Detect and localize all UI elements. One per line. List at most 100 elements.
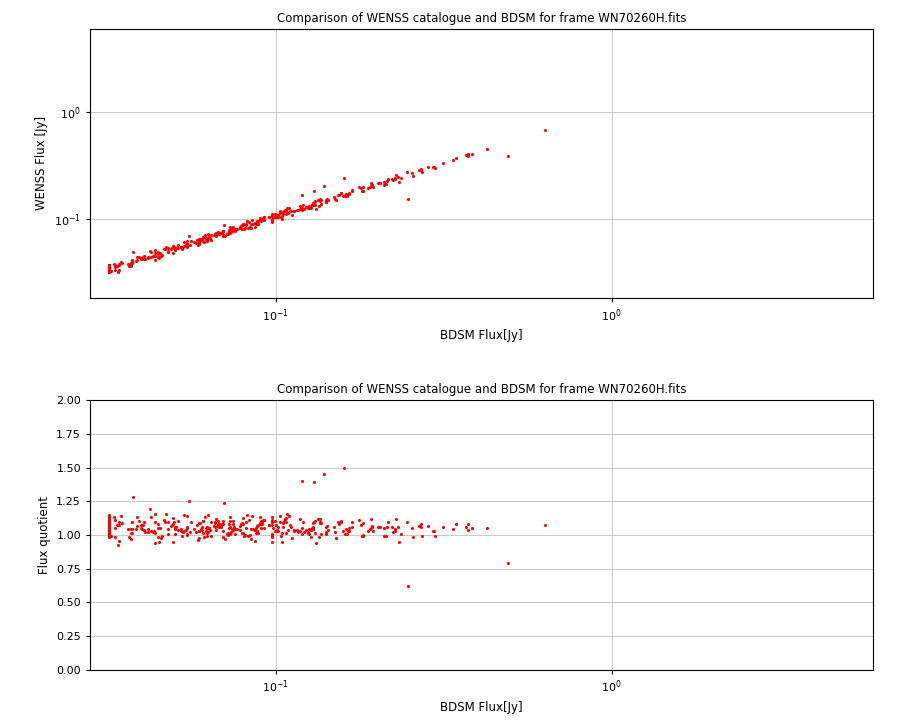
Point xyxy=(243,529,257,541)
Point xyxy=(180,241,194,253)
Point xyxy=(189,237,203,248)
Point xyxy=(227,521,241,533)
Point xyxy=(233,524,248,536)
Point xyxy=(158,516,173,528)
Point xyxy=(255,213,269,225)
Point xyxy=(271,525,285,536)
Point xyxy=(129,523,143,534)
Point xyxy=(195,524,210,536)
Point xyxy=(265,516,279,528)
Point xyxy=(201,526,215,537)
Point xyxy=(328,526,342,538)
Point xyxy=(180,528,194,539)
Point xyxy=(265,531,279,542)
Point xyxy=(265,217,279,228)
Point xyxy=(103,524,117,536)
Point xyxy=(208,518,222,529)
Point xyxy=(255,516,269,528)
Point xyxy=(427,526,441,537)
Point xyxy=(103,510,117,522)
Point xyxy=(103,263,117,274)
Point xyxy=(319,194,333,206)
Point xyxy=(235,513,249,524)
Point xyxy=(305,199,320,211)
Point xyxy=(165,519,179,531)
Point xyxy=(137,253,151,264)
Point xyxy=(376,176,391,188)
Point xyxy=(157,514,171,526)
Point xyxy=(211,228,225,240)
Point xyxy=(122,260,136,271)
Point xyxy=(125,527,140,539)
Point xyxy=(139,526,153,538)
Title: Comparison of WENSS catalogue and BDSM for frame WN70260H.fits: Comparison of WENSS catalogue and BDSM f… xyxy=(277,384,686,397)
Point xyxy=(249,526,264,537)
Point xyxy=(209,227,223,238)
Point xyxy=(279,205,293,217)
Point xyxy=(106,511,121,523)
Point xyxy=(103,515,117,526)
Point xyxy=(363,523,377,535)
Point xyxy=(196,235,211,246)
Point xyxy=(246,218,260,230)
Point xyxy=(332,518,347,530)
Point xyxy=(113,256,128,267)
Point xyxy=(151,531,166,543)
Point xyxy=(257,212,272,223)
Point xyxy=(253,518,267,530)
Point xyxy=(103,265,117,276)
Point xyxy=(301,202,315,213)
Point xyxy=(144,511,158,523)
Point xyxy=(279,527,293,539)
Point xyxy=(265,211,279,222)
Point xyxy=(103,513,117,524)
Point xyxy=(292,204,307,215)
Point xyxy=(215,518,230,529)
Point xyxy=(125,523,140,535)
Point xyxy=(200,234,214,246)
Point xyxy=(135,523,149,535)
Point xyxy=(235,218,249,230)
Point xyxy=(228,225,242,237)
Point xyxy=(103,263,117,274)
Point xyxy=(122,531,136,543)
Point xyxy=(103,265,117,276)
Point xyxy=(307,185,321,197)
Point xyxy=(194,235,208,246)
Point xyxy=(103,263,117,274)
Point xyxy=(265,536,279,548)
Point xyxy=(307,516,321,528)
Point xyxy=(274,531,288,542)
Point xyxy=(311,194,326,206)
Point xyxy=(294,528,309,540)
Point xyxy=(174,241,188,253)
Point xyxy=(317,180,331,192)
Point xyxy=(239,218,254,230)
Point xyxy=(194,523,208,534)
Point xyxy=(193,233,207,245)
Point xyxy=(341,525,356,536)
Point xyxy=(400,193,415,204)
Point xyxy=(216,225,230,236)
Point xyxy=(103,527,117,539)
Point xyxy=(277,516,292,527)
Point xyxy=(176,235,191,247)
Point xyxy=(265,528,279,540)
Point xyxy=(193,532,207,544)
Point xyxy=(103,528,117,540)
Point xyxy=(108,259,122,271)
Point xyxy=(209,513,223,525)
Point xyxy=(223,521,238,533)
Point xyxy=(151,251,166,262)
Point xyxy=(103,265,117,276)
Point xyxy=(212,228,227,240)
Point xyxy=(356,186,371,197)
Point xyxy=(380,521,394,533)
Point xyxy=(178,240,193,251)
Point xyxy=(278,204,293,216)
Point xyxy=(381,517,395,528)
Point xyxy=(212,518,226,529)
Point xyxy=(295,202,310,214)
Point xyxy=(103,259,117,271)
Point xyxy=(428,530,442,541)
